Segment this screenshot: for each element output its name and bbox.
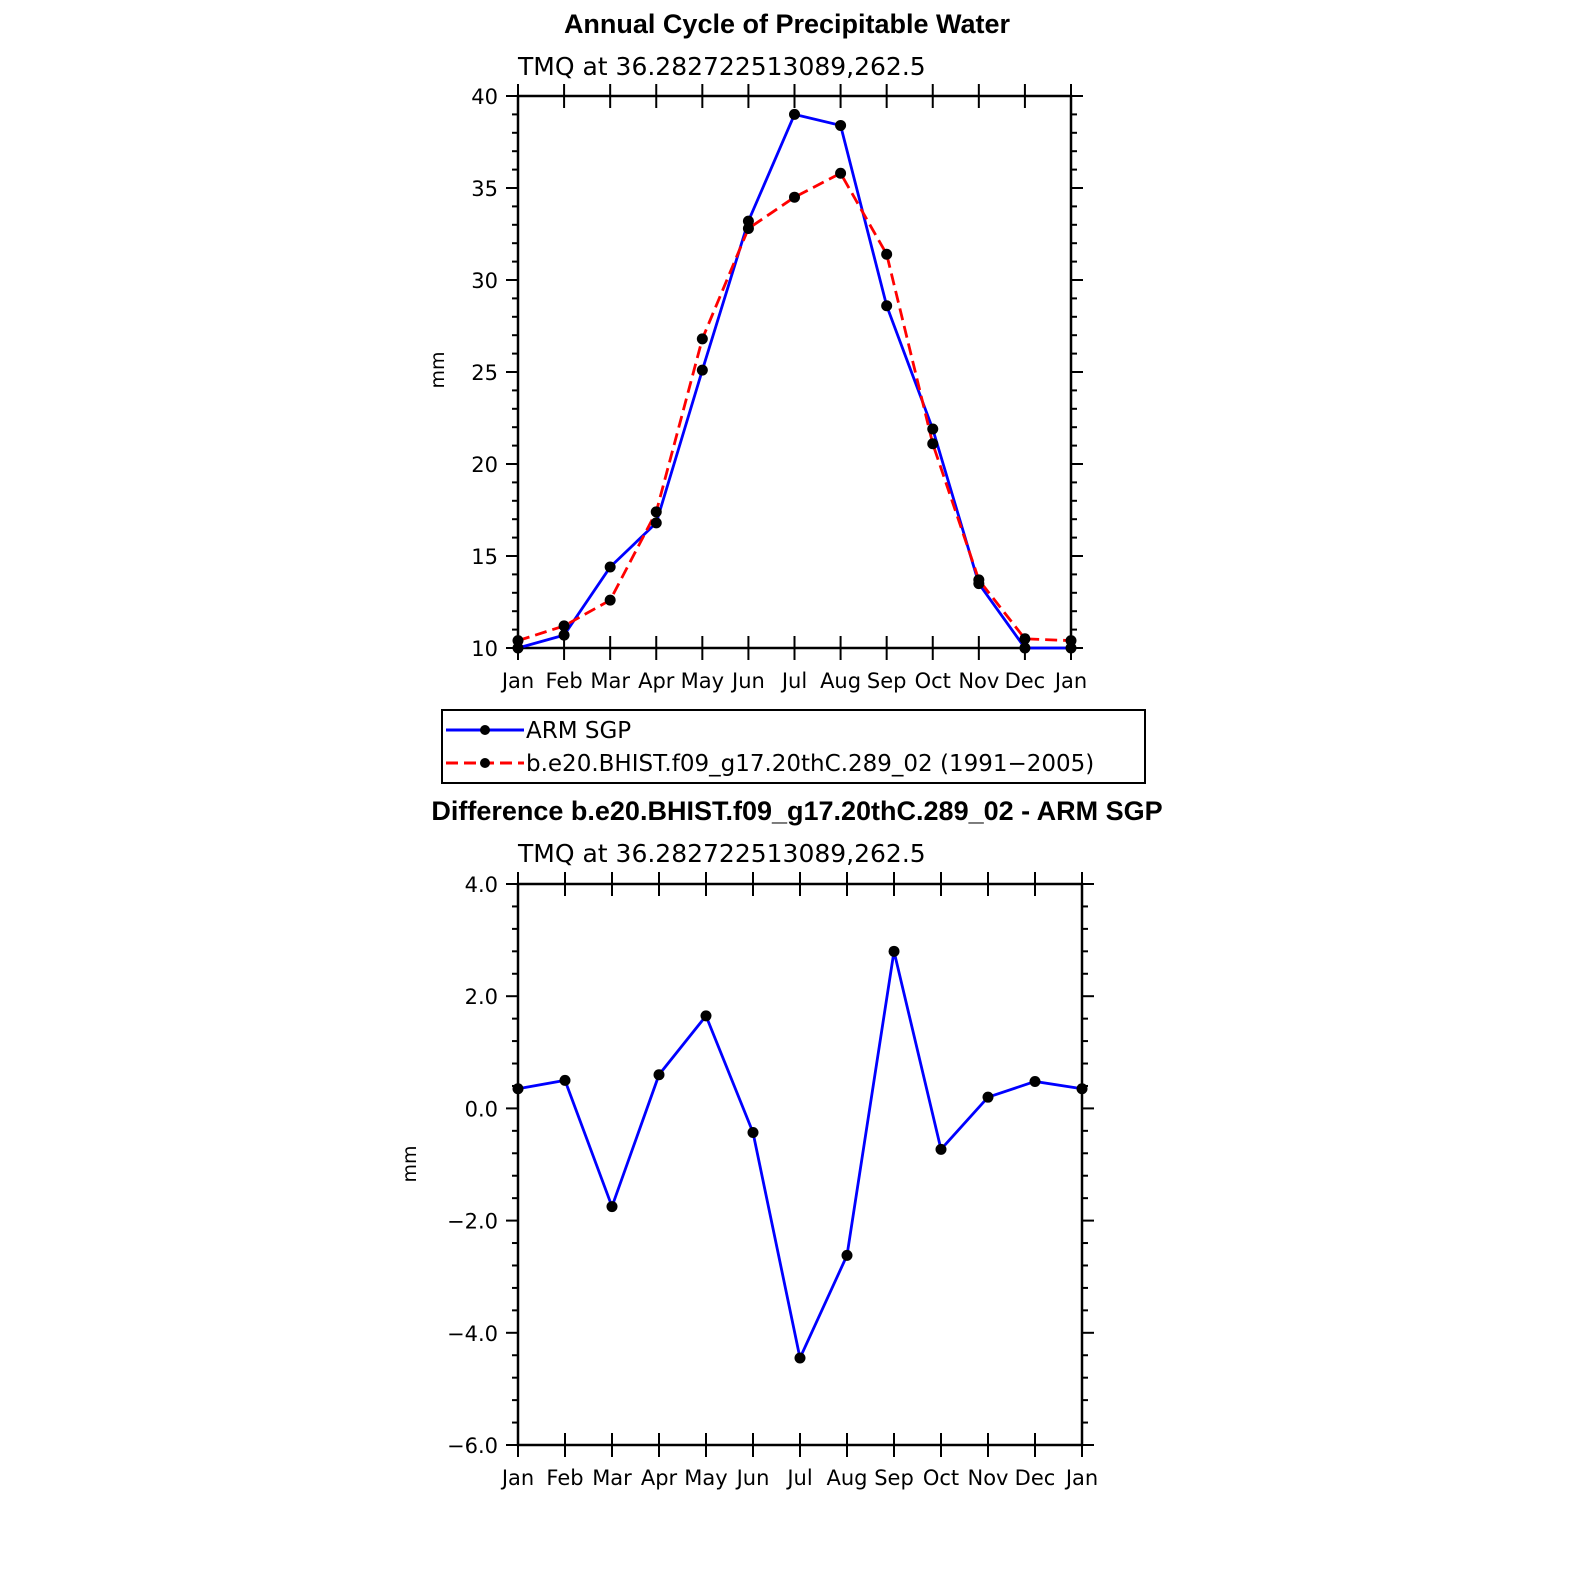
legend-box: [441, 709, 1146, 784]
x-tick-label: Jan: [1064, 1466, 1098, 1490]
y-tick-label: 25: [471, 361, 498, 385]
chart1-y-axis-label: mm: [427, 351, 449, 388]
data-point-1: [512, 635, 524, 647]
data-point-0: [835, 119, 847, 131]
x-tick-label: May: [684, 1466, 727, 1490]
x-tick-label: Dec: [1005, 669, 1046, 693]
x-tick-label: Jan: [1053, 669, 1087, 693]
y-tick-label: 30: [471, 269, 498, 293]
data-point-0: [558, 629, 570, 641]
data-point-1: [1019, 633, 1031, 645]
data-point-0: [927, 423, 939, 435]
data-point-1: [1065, 635, 1077, 647]
chart2-title: Difference b.e20.BHIST.f09_g17.20thC.289…: [431, 796, 1162, 826]
x-tick-label: Nov: [958, 669, 999, 693]
data-point-0: [881, 300, 893, 312]
legend-marker-model: [480, 758, 490, 768]
data-point-0: [1076, 1083, 1088, 1095]
y-tick-label: 20: [471, 453, 498, 477]
x-tick-label: Jul: [780, 669, 807, 693]
data-point-0: [512, 1083, 524, 1095]
x-tick-label: Jul: [785, 1466, 812, 1490]
data-point-0: [841, 1249, 853, 1261]
data-point-0: [604, 561, 616, 573]
y-tick-label: 10: [471, 637, 498, 661]
chart1-subtitle: TMQ at 36.282722513089,262.5: [517, 52, 926, 81]
plot-frame: [516, 94, 1073, 650]
x-tick-label: Jan: [500, 669, 534, 693]
data-point-1: [742, 222, 754, 234]
data-point-1: [973, 574, 985, 586]
data-point-1: [604, 594, 616, 606]
data-point-0: [1029, 1075, 1041, 1087]
chart2-plot: −6.0 −4.0 −2.0 0.0 2.0 4.0 Jan Feb Mar Apr May Jun J…: [447, 872, 1098, 1490]
legend: ARM SGP b.e20.BHIST.f09_g17.20thC.289_02…: [441, 709, 1146, 784]
chart2-y-axis-label: mm: [399, 1145, 421, 1182]
x-tick-label: Feb: [545, 669, 582, 693]
data-point-0: [888, 945, 900, 957]
data-point-0: [559, 1074, 571, 1086]
data-point-0: [935, 1143, 947, 1155]
x-tick-label: Nov: [968, 1466, 1009, 1490]
series-line-0: [517, 950, 1083, 1363]
data-point-0: [1019, 642, 1031, 654]
x-tick-label: Jun: [735, 1466, 770, 1490]
data-point-1: [696, 333, 708, 345]
data-point-0: [789, 108, 800, 120]
x-tick-label: Oct: [923, 1466, 959, 1490]
x-tick-label: Aug: [826, 1466, 867, 1490]
x-tick-label: Dec: [1015, 1466, 1056, 1490]
data-point-0: [982, 1091, 994, 1103]
x-tick-label: Aug: [820, 669, 861, 693]
x-tick-label: Oct: [915, 669, 951, 693]
chart2-subtitle: TMQ at 36.282722513089,262.5: [517, 839, 926, 868]
data-point-1: [789, 191, 800, 203]
legend-label-arm: ARM SGP: [526, 718, 631, 744]
data-point-0: [650, 517, 662, 529]
y-tick-label: 15: [471, 545, 498, 569]
y-tick-label: −2.0: [447, 1210, 498, 1234]
y-tick-label: 4.0: [465, 873, 498, 897]
chart1-plot: 10 15 20 25 30 35 40 Jan Feb Mar Apr May Jun Jul Aug Se…: [471, 84, 1087, 693]
y-tick-label: 40: [471, 85, 498, 109]
data-point-0: [700, 1010, 712, 1022]
data-point-1: [927, 438, 939, 450]
data-point-0: [653, 1069, 665, 1081]
x-tick-label: Mar: [590, 669, 630, 693]
data-point-1: [835, 167, 847, 179]
x-tick-label: Feb: [546, 1466, 583, 1490]
y-tick-label: 35: [471, 177, 498, 201]
data-point-0: [747, 1127, 759, 1139]
chart1-title: Annual Cycle of Precipitable Water: [564, 9, 1011, 39]
x-tick-label: May: [681, 669, 724, 693]
x-tick-label: Sep: [867, 669, 907, 693]
x-tick-label: Apr: [641, 1466, 678, 1490]
x-tick-label: Jun: [730, 669, 765, 693]
y-tick-label: 2.0: [465, 985, 498, 1009]
data-point-0: [606, 1201, 618, 1213]
data-point-1: [650, 506, 662, 518]
y-tick-label: −6.0: [447, 1434, 498, 1458]
x-tick-label: Sep: [874, 1466, 914, 1490]
data-point-0: [794, 1352, 806, 1364]
legend-marker-arm: [480, 725, 490, 735]
y-tick-label: −4.0: [447, 1322, 498, 1346]
data-point-1: [881, 248, 893, 260]
x-tick-label: Jan: [500, 1466, 534, 1490]
data-point-1: [558, 620, 570, 632]
x-tick-label: Mar: [592, 1466, 632, 1490]
legend-label-model: b.e20.BHIST.f09_g17.20thC.289_02 (1991−2…: [526, 751, 1094, 777]
x-tick-label: Apr: [638, 669, 675, 693]
data-point-0: [696, 364, 708, 376]
y-tick-label: 0.0: [465, 1097, 498, 1121]
series-line-1: [517, 171, 1072, 643]
